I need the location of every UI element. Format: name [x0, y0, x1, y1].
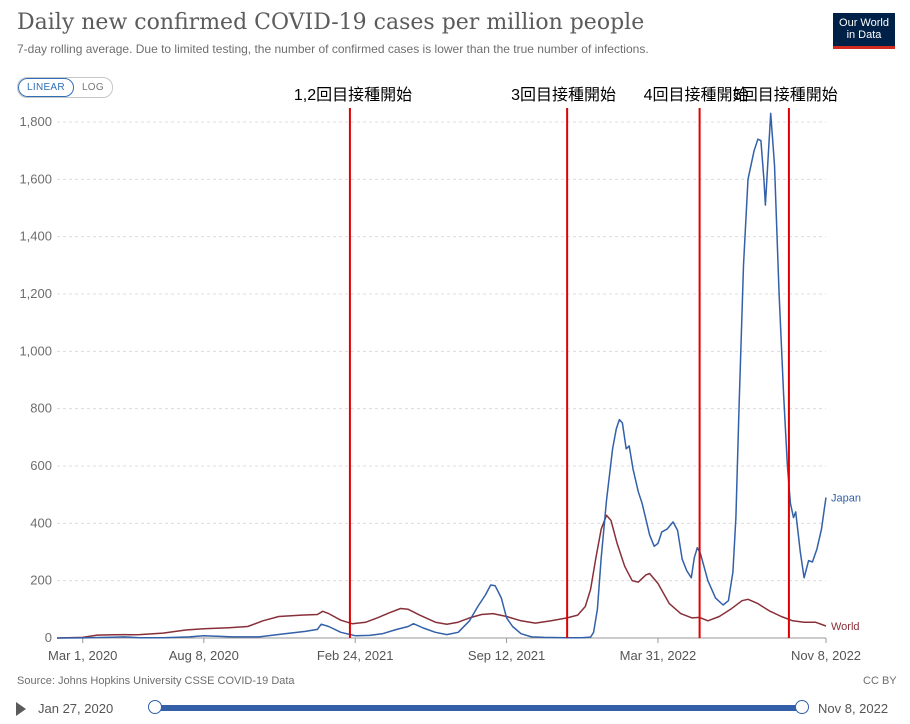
license-label[interactable]: CC BY — [863, 675, 897, 687]
y-tick-label: 200 — [30, 573, 52, 588]
vaccination-start-label: 1,2回目接種開始 — [294, 86, 412, 104]
x-tick-label: Feb 24, 2021 — [317, 648, 394, 663]
source-note[interactable]: Source: Johns Hopkins University CSSE CO… — [17, 675, 295, 687]
y-tick-label: 800 — [30, 401, 52, 416]
x-tick-label: Mar 1, 2020 — [48, 648, 117, 663]
timeline-start-date: Jan 27, 2020 — [38, 701, 113, 716]
play-icon[interactable] — [16, 702, 26, 716]
x-tick-label: Aug 8, 2020 — [169, 648, 239, 663]
y-tick-label: 1,400 — [19, 229, 52, 244]
y-tick-label: 1,600 — [19, 171, 52, 186]
line-chart: 0 200 400 600 800 1,000 1,200 1,400 1,600 1,800 Ma… — [0, 0, 910, 670]
y-tick-label: 1,000 — [19, 343, 52, 358]
x-tick-label: Sep 12, 2021 — [468, 648, 545, 663]
vaccination-start-label: 3回目接種開始 — [511, 86, 616, 104]
series-label-japan: Japan — [831, 493, 861, 505]
timeline-track[interactable] — [155, 705, 802, 711]
y-tick-label: 0 — [45, 630, 52, 645]
y-tick-label: 1,800 — [19, 114, 52, 129]
x-tick-label: Mar 31, 2022 — [620, 648, 697, 663]
series-line-japan — [57, 113, 826, 638]
y-tick-label: 400 — [30, 515, 52, 530]
series-line-world — [57, 515, 826, 638]
y-tick-label: 600 — [30, 458, 52, 473]
timeline-start-handle[interactable] — [148, 700, 162, 714]
y-tick-label: 1,200 — [19, 286, 52, 301]
series-label-world: World — [831, 621, 860, 633]
timeline-end-date: Nov 8, 2022 — [818, 701, 888, 716]
timeline-end-handle[interactable] — [795, 700, 809, 714]
x-tick-label: Nov 8, 2022 — [791, 648, 861, 663]
vaccination-start-label: 5回目接種開始 — [733, 86, 838, 104]
timeline: Jan 27, 2020 Nov 8, 2022 — [0, 694, 910, 724]
